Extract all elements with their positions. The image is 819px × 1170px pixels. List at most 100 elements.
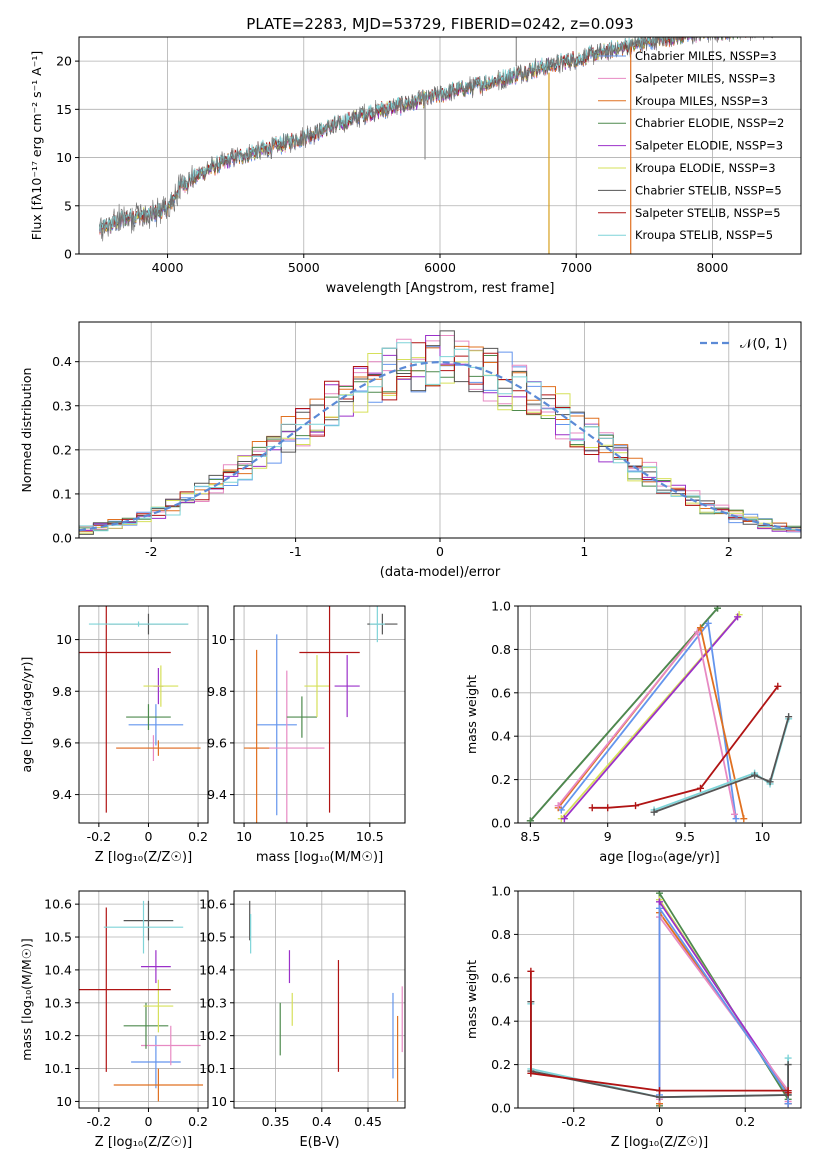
y-tick-label: 10.2: [44, 1028, 72, 1043]
x-tick-label: 9: [604, 829, 612, 844]
y-axis-label: Normed distribution: [19, 368, 34, 493]
y-tick-label: 10.3: [44, 995, 72, 1010]
data-point: [244, 649, 270, 823]
legend-label: 𝒩(0, 1): [740, 337, 787, 352]
x-tick-label: 0: [144, 829, 152, 844]
x-axis-label: wavelength [Angstrom, rest frame]: [326, 281, 555, 296]
legend-label: Salpeter ELODIE, NSSP=3: [635, 139, 783, 153]
data-point: [79, 606, 171, 813]
series-marker: [740, 815, 748, 823]
y-tick-label: 9.8: [52, 684, 72, 699]
x-axis-label: (data-model)/error: [380, 565, 501, 580]
series-marker: [696, 784, 704, 792]
normal-curve: [79, 360, 801, 532]
series-line: [658, 909, 789, 1104]
data-point: [131, 1035, 181, 1089]
series-marker: [696, 624, 704, 632]
axes-frame: [78, 605, 209, 824]
series-line: [658, 914, 789, 1102]
y-tick-label: 0.8: [491, 927, 511, 942]
plot-area-residuals: [79, 330, 801, 535]
series-marker: [774, 682, 782, 690]
x-tick-label: 7000: [560, 260, 592, 275]
x-tick-label: 5000: [288, 260, 320, 275]
series-marker: [713, 606, 721, 612]
data-point: [103, 900, 184, 954]
x-tick-label: -0.2: [87, 829, 111, 844]
y-tick-label: 0.6: [491, 685, 511, 700]
y-tick-label: 0.4: [52, 354, 72, 369]
plot-area-spectrum: [99, 37, 773, 254]
y-tick-label: 10: [211, 1094, 227, 1109]
y-tick-label: 10.4: [44, 962, 72, 977]
x-tick-label: 0.4: [312, 1114, 332, 1129]
axes-frame: [233, 890, 406, 1109]
plot-weight_vs_age: 8.5 9 9.5 10 0.0 0.2 0.4 0.6 0.8 1.0 age [log₁₀(ag…: [464, 599, 802, 865]
y-axis-label: age [log₁₀(age/yr)]: [19, 657, 34, 773]
residual-legend: 𝒩(0, 1): [700, 337, 787, 352]
y-tick-label: 10: [211, 632, 227, 647]
y-tick-label: 1.0: [491, 884, 511, 899]
y-tick-label: 10.1: [199, 1061, 227, 1076]
x-tick-label: 9.5: [675, 829, 695, 844]
y-tick-label: 10.5: [44, 930, 72, 945]
plot-mass_vs_Z: -0.2 0 0.2 10 10.1 10.2 10.3 10.4 10.5 10.6 Z [log…: [19, 890, 209, 1150]
y-tick-label: 0.0: [491, 1101, 511, 1116]
plot-area-age_vs_mass: [244, 606, 398, 823]
y-axis-label: mass weight: [464, 960, 479, 1039]
x-tick-label: -0.2: [562, 1114, 586, 1129]
y-tick-label: 20: [56, 54, 72, 69]
y-tick-label: 0.4: [491, 1014, 511, 1029]
series-marker: [560, 815, 568, 823]
data-point: [116, 740, 201, 756]
series-marker: [732, 815, 740, 823]
data-point: [334, 655, 360, 718]
y-tick-label: 10.4: [199, 962, 227, 977]
x-tick-label: 6000: [424, 260, 456, 275]
histogram-step: [79, 342, 801, 532]
legend-label: Kroupa STELIB, NSSP=5: [635, 228, 773, 242]
y-tick-label: 5: [64, 198, 72, 213]
x-tick-label: 1: [580, 544, 588, 559]
legend-label: Salpeter MILES, NSSP=3: [635, 71, 776, 85]
y-tick-label: 0.2: [52, 442, 72, 457]
x-tick-label: 0: [656, 1114, 664, 1129]
y-tick-label: 0.4: [491, 729, 511, 744]
legend-label: Kroupa ELODIE, NSSP=3: [635, 161, 776, 175]
plot-area-mass_vs_EBV: [249, 900, 403, 1102]
y-tick-label: 0.2: [491, 772, 511, 787]
data-point: [113, 1068, 204, 1102]
y-axis-label: Flux [fλ10⁻¹⁷ erg cm⁻² s⁻¹ A⁻¹]: [29, 51, 44, 240]
data-point: [143, 665, 179, 707]
y-tick-label: 10: [56, 150, 72, 165]
x-tick-label: 0.45: [354, 1114, 382, 1129]
series-marker: [527, 1069, 535, 1077]
x-axis-label: Z [log₁₀(Z/Z☉)]: [611, 1135, 708, 1150]
y-tick-label: 10.6: [44, 897, 72, 912]
y-tick-label: 10.3: [199, 995, 227, 1010]
plot-age_vs_mass: 10 10.25 10.5 9.4 9.6 9.8 10 mass [log₁₀(M/M☉)]: [207, 605, 406, 865]
y-tick-label: 0: [64, 247, 72, 262]
data-point: [299, 606, 360, 813]
series-marker: [650, 808, 658, 816]
data-point: [126, 704, 171, 730]
x-axis-label: age [log₁₀(age/yr)]: [599, 850, 720, 865]
histogram-step: [79, 330, 801, 535]
y-tick-label: 1.0: [491, 599, 511, 614]
data-point: [128, 704, 184, 746]
x-tick-label: 8000: [697, 260, 729, 275]
axes-frame: [233, 605, 406, 824]
y-tick-label: 0.0: [491, 816, 511, 831]
series-line: [529, 607, 719, 822]
x-axis-label: E(B-V): [299, 1135, 339, 1150]
x-tick-label: -0.2: [87, 1114, 111, 1129]
series-marker: [554, 802, 562, 810]
data-point: [143, 979, 174, 1033]
series-marker: [656, 898, 663, 906]
series-marker: [784, 1061, 792, 1069]
series-marker: [632, 802, 640, 810]
x-tick-label: 10: [236, 829, 252, 844]
legend-label: Chabrier ELODIE, NSSP=2: [635, 116, 784, 130]
series-marker: [656, 1087, 663, 1095]
